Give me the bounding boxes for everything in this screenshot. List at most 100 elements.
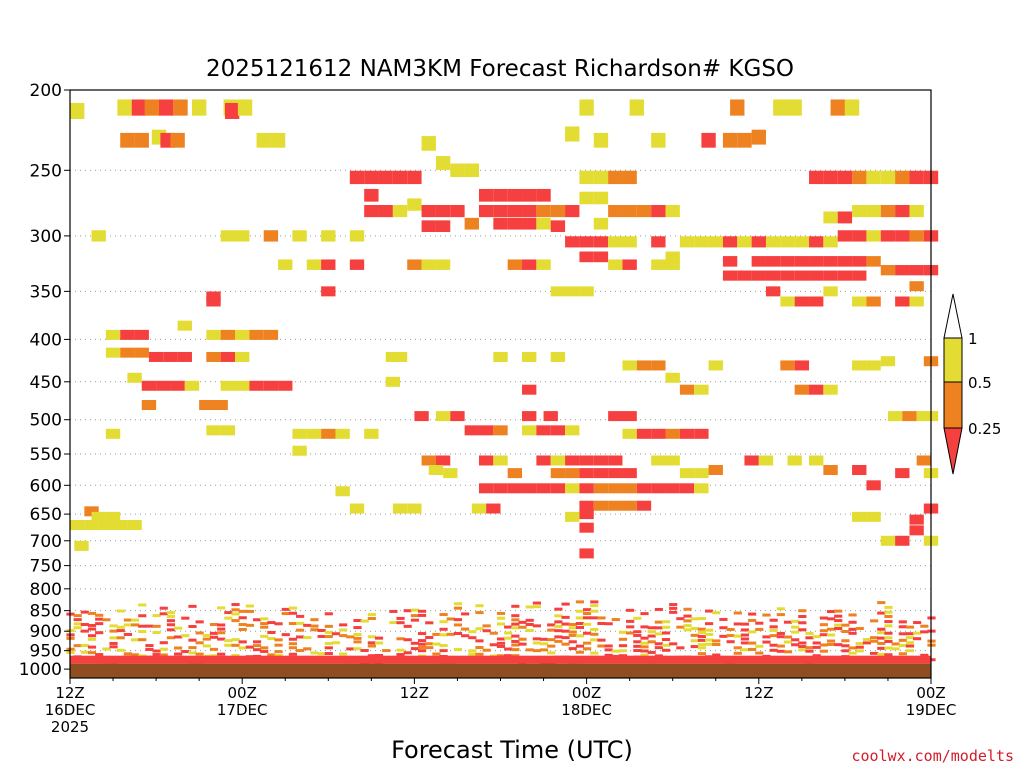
boundary-streak — [453, 602, 463, 606]
boundary-streak — [87, 623, 97, 627]
boundary-streak — [726, 640, 735, 644]
ri-cell-282 — [608, 455, 623, 466]
boundary-streak — [324, 642, 333, 646]
boundary-streak — [733, 646, 742, 650]
boundary-streak — [905, 641, 915, 645]
ri-cell-27 — [830, 99, 845, 116]
ri-cell-42 — [378, 204, 393, 218]
boundary-streak — [209, 635, 219, 639]
ri-cell-196 — [249, 329, 264, 340]
boundary-streak — [905, 636, 915, 640]
boundary-streak — [396, 616, 405, 620]
boundary-streak — [73, 622, 82, 626]
boundary-streak — [482, 624, 491, 628]
boundary-streak — [518, 642, 527, 646]
boundary-streak — [188, 638, 197, 642]
boundary-streak — [288, 646, 298, 650]
boundary-streak — [568, 640, 577, 644]
boundary-streak — [116, 609, 125, 613]
ri-cell-226 — [414, 411, 429, 422]
ri-cell-240 — [522, 351, 537, 362]
boundary-streak — [798, 615, 807, 619]
boundary-layer-bands — [66, 600, 936, 665]
ri-cell-38 — [392, 170, 408, 185]
ri-cell-287 — [608, 468, 623, 479]
y-tick-label-1000: 1000 — [19, 660, 62, 680]
ri-cell-307 — [522, 483, 537, 494]
boundary-streak — [95, 622, 104, 626]
colorbar-top-arrow — [943, 293, 963, 339]
boundary-streak — [532, 637, 541, 641]
boundary-streak — [80, 644, 89, 648]
ri-cell-169 — [407, 259, 422, 270]
boundary-streak — [704, 609, 714, 613]
boundary-streak — [439, 620, 448, 624]
ri-cell-53 — [522, 188, 537, 202]
boundary-streak — [475, 611, 484, 615]
ri-cell-266 — [887, 411, 903, 422]
boundary-streak — [704, 632, 714, 636]
boundary-streak — [446, 632, 455, 636]
boundary-streak — [109, 636, 118, 640]
boundary-streak — [590, 632, 599, 636]
boundary-streak — [633, 644, 642, 648]
boundary-streak — [826, 633, 836, 637]
boundary-streak — [202, 644, 211, 648]
boundary-streak — [260, 622, 269, 626]
boundary-streak — [791, 625, 800, 629]
boundary-streak — [231, 608, 240, 612]
boundary-streak — [877, 611, 886, 615]
boundary-streak — [575, 616, 585, 620]
boundary-streak — [195, 652, 204, 656]
boundary-streak — [719, 626, 728, 630]
boundary-streak — [611, 649, 620, 653]
boundary-streak — [704, 642, 714, 646]
boundary-streak — [174, 652, 183, 656]
boundary-streak — [417, 639, 427, 643]
boundary-streak — [195, 620, 204, 624]
boundary-streak — [116, 648, 125, 652]
boundary-streak — [920, 630, 929, 634]
ri-cell-92 — [722, 236, 738, 248]
boundary-streak — [252, 644, 262, 648]
boundary-streak — [181, 616, 190, 620]
y-tick-label-850: 850 — [30, 602, 62, 622]
y-tick-label-950: 950 — [30, 642, 62, 662]
boundary-streak — [346, 647, 355, 651]
boundary-streak — [496, 622, 506, 626]
boundary-streak — [561, 636, 570, 640]
boundary-streak — [755, 644, 764, 648]
boundary-streak — [123, 623, 132, 627]
boundary-streak — [862, 641, 872, 645]
ri-cell-239 — [493, 351, 508, 362]
boundary-streak — [303, 647, 312, 651]
boundary-streak — [776, 635, 785, 639]
ri-cell-217 — [292, 428, 307, 439]
boundary-streak — [726, 634, 735, 638]
boundary-streak — [604, 622, 613, 626]
boundary-streak — [618, 644, 628, 648]
boundary-streak — [661, 648, 671, 652]
boundary-streak — [834, 623, 843, 627]
boundary-streak — [389, 621, 398, 625]
boundary-streak — [590, 600, 599, 604]
boundary-streak — [281, 633, 290, 637]
ri-cell-182 — [206, 291, 221, 302]
boundary-streak — [539, 637, 549, 641]
boundary-streak — [417, 609, 427, 613]
boundary-streak — [461, 634, 470, 638]
ri-cell-116 — [823, 256, 838, 267]
ri-cell-112 — [765, 256, 781, 267]
ri-cell-267 — [902, 411, 917, 422]
boundary-streak — [453, 631, 463, 635]
ri-cell-51 — [493, 188, 508, 202]
boundary-streak — [296, 649, 305, 653]
boundary-streak — [281, 612, 290, 616]
boundary-streak — [217, 652, 226, 656]
ri-cell-225 — [385, 376, 401, 387]
boundary-streak — [826, 610, 836, 614]
ri-cell-125 — [852, 296, 867, 307]
ri-cell-64 — [522, 217, 537, 230]
ri-cell-49 — [435, 220, 451, 232]
boundary-streak — [561, 629, 570, 633]
